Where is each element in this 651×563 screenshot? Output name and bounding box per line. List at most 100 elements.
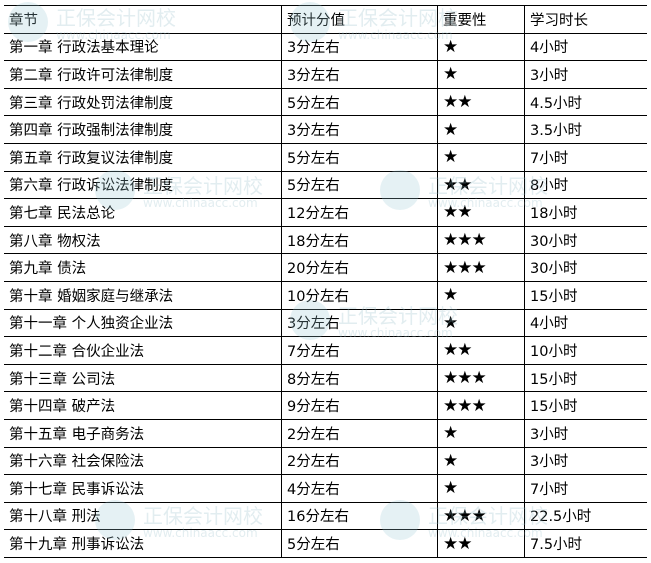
score-cell: 7分左右 <box>281 336 438 365</box>
hours-cell: 15小时 <box>524 280 647 310</box>
chapter-cell: 第八章 物权法 <box>4 225 282 255</box>
score-cell: 16分左右 <box>281 501 438 531</box>
score-cell: 5分左右 <box>281 170 438 200</box>
header-importance: 重要性 <box>437 5 525 34</box>
header-row: 章节 预计分值 重要性 学习时长 <box>4 5 647 34</box>
hours-cell: 3小时 <box>524 446 647 476</box>
table-row: 第十七章 民事诉讼法 4分左右 ★ 7小时 <box>4 474 647 503</box>
chapter-cell: 第六章 行政诉讼法律制度 <box>4 170 282 200</box>
score-cell: 9分左右 <box>281 391 438 420</box>
importance-stars: ★★ <box>437 529 525 558</box>
chapter-cell: 第二章 行政许可法律制度 <box>4 60 282 89</box>
importance-stars: ★ <box>437 32 525 62</box>
importance-stars: ★ <box>437 115 525 144</box>
table-row: 第十三章 公司法 8分左右 ★★★ 15小时 <box>4 363 647 393</box>
header-score: 预计分值 <box>281 5 438 34</box>
table-row: 第六章 行政诉讼法律制度 5分左右 ★★ 8小时 <box>4 170 647 200</box>
hours-cell: 7小时 <box>524 474 647 503</box>
score-cell: 10分左右 <box>281 280 438 310</box>
table-row: 第十六章 社会保险法 2分左右 ★ 3小时 <box>4 446 647 476</box>
score-cell: 3分左右 <box>281 308 438 338</box>
chapter-cell: 第十二章 合伙企业法 <box>4 336 282 365</box>
importance-stars: ★★ <box>437 87 525 117</box>
chapter-cell: 第十八章 刑法 <box>4 501 282 531</box>
chapter-cell: 第七章 民法总论 <box>4 198 282 227</box>
table-row: 第四章 行政强制法律制度 3分左右 ★ 3.5小时 <box>4 115 647 144</box>
hours-cell: 3小时 <box>524 60 647 89</box>
hours-cell: 15小时 <box>524 363 647 393</box>
score-cell: 20分左右 <box>281 253 438 282</box>
chapter-cell: 第四章 行政强制法律制度 <box>4 115 282 144</box>
importance-stars: ★★ <box>437 170 525 200</box>
table-row: 第十二章 合伙企业法 7分左右 ★★ 10小时 <box>4 336 647 365</box>
study-plan-table: 章节 预计分值 重要性 学习时长 第一章 行政法基本理论 3分左右 ★ 4小时 第二章 … <box>4 5 647 558</box>
table-row: 第五章 行政复议法律制度 5分左右 ★ 7小时 <box>4 142 647 172</box>
score-cell: 5分左右 <box>281 87 438 117</box>
chapter-cell: 第十六章 社会保险法 <box>4 446 282 476</box>
score-cell: 12分左右 <box>281 198 438 227</box>
importance-stars: ★ <box>437 142 525 172</box>
table-row: 第十一章 个人独资企业法 3分左右 ★ 4小时 <box>4 308 647 338</box>
hours-cell: 4小时 <box>524 308 647 338</box>
importance-stars: ★ <box>437 446 525 476</box>
score-cell: 3分左右 <box>281 32 438 62</box>
chapter-cell: 第五章 行政复议法律制度 <box>4 142 282 172</box>
table-row: 第十五章 电子商务法 2分左右 ★ 3小时 <box>4 418 647 448</box>
table-row: 第七章 民法总论 12分左右 ★★ 18小时 <box>4 198 647 227</box>
hours-cell: 18小时 <box>524 198 647 227</box>
importance-stars: ★ <box>437 474 525 503</box>
hours-cell: 15小时 <box>524 391 647 420</box>
chapter-cell: 第十四章 破产法 <box>4 391 282 420</box>
score-cell: 18分左右 <box>281 225 438 255</box>
table-row: 第八章 物权法 18分左右 ★★★ 30小时 <box>4 225 647 255</box>
hours-cell: 30小时 <box>524 225 647 255</box>
chapter-cell: 第十五章 电子商务法 <box>4 418 282 448</box>
chapter-cell: 第十章 婚姻家庭与继承法 <box>4 280 282 310</box>
hours-cell: 22.5小时 <box>524 501 647 531</box>
table-row: 第九章 债法 20分左右 ★★★ 30小时 <box>4 253 647 282</box>
hours-cell: 7小时 <box>524 142 647 172</box>
importance-stars: ★ <box>437 308 525 338</box>
score-cell: 3分左右 <box>281 115 438 144</box>
importance-stars: ★★★ <box>437 391 525 420</box>
score-cell: 8分左右 <box>281 363 438 393</box>
table-row: 第十八章 刑法 16分左右 ★★★ 22.5小时 <box>4 501 647 531</box>
header-chapter: 章节 <box>4 5 282 34</box>
importance-stars: ★★★ <box>437 225 525 255</box>
score-cell: 3分左右 <box>281 60 438 89</box>
hours-cell: 3.5小时 <box>524 115 647 144</box>
hours-cell: 7.5小时 <box>524 529 647 558</box>
hours-cell: 30小时 <box>524 253 647 282</box>
chapter-cell: 第一章 行政法基本理论 <box>4 32 282 62</box>
importance-stars: ★ <box>437 280 525 310</box>
hours-cell: 3小时 <box>524 418 647 448</box>
chapter-cell: 第十三章 公司法 <box>4 363 282 393</box>
hours-cell: 8小时 <box>524 170 647 200</box>
table-row: 第十章 婚姻家庭与继承法 10分左右 ★ 15小时 <box>4 280 647 310</box>
score-cell: 5分左右 <box>281 142 438 172</box>
score-cell: 2分左右 <box>281 446 438 476</box>
table-row: 第一章 行政法基本理论 3分左右 ★ 4小时 <box>4 32 647 62</box>
chapter-cell: 第九章 债法 <box>4 253 282 282</box>
importance-stars: ★★ <box>437 336 525 365</box>
score-cell: 4分左右 <box>281 474 438 503</box>
score-cell: 2分左右 <box>281 418 438 448</box>
chapter-cell: 第十一章 个人独资企业法 <box>4 308 282 338</box>
importance-stars: ★★ <box>437 198 525 227</box>
hours-cell: 4小时 <box>524 32 647 62</box>
table-row: 第三章 行政处罚法律制度 5分左右 ★★ 4.5小时 <box>4 87 647 117</box>
importance-stars: ★ <box>437 418 525 448</box>
importance-stars: ★★★ <box>437 501 525 531</box>
chapter-cell: 第十七章 民事诉讼法 <box>4 474 282 503</box>
chapter-cell: 第三章 行政处罚法律制度 <box>4 87 282 117</box>
chapter-cell: 第十九章 刑事诉讼法 <box>4 529 282 558</box>
table-row: 第十九章 刑事诉讼法 5分左右 ★★ 7.5小时 <box>4 529 647 558</box>
score-cell: 5分左右 <box>281 529 438 558</box>
hours-cell: 10小时 <box>524 336 647 365</box>
table-row: 第十四章 破产法 9分左右 ★★★ 15小时 <box>4 391 647 420</box>
table-row: 第二章 行政许可法律制度 3分左右 ★ 3小时 <box>4 60 647 89</box>
hours-cell: 4.5小时 <box>524 87 647 117</box>
header-hours: 学习时长 <box>524 5 647 34</box>
importance-stars: ★★★ <box>437 363 525 393</box>
importance-stars: ★ <box>437 60 525 89</box>
